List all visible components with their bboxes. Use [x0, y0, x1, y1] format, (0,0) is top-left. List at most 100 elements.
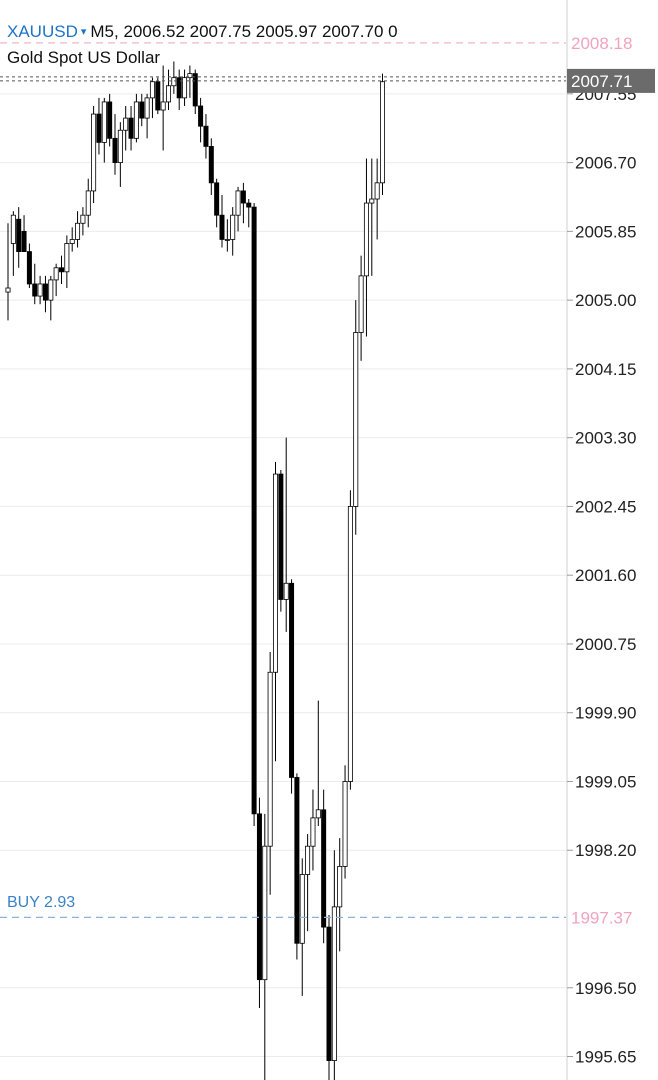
candle-body-bullish — [117, 129, 123, 164]
candle-body-bearish — [128, 117, 134, 139]
candle-body-bearish — [214, 182, 220, 216]
candle — [294, 773, 300, 960]
candle — [208, 138, 214, 195]
candle — [59, 255, 65, 284]
candle-body-bullish — [299, 874, 305, 944]
candle — [96, 97, 102, 155]
candle-body-bearish — [139, 101, 145, 119]
candle — [337, 838, 343, 952]
candle-body-bullish — [187, 73, 193, 79]
price-tick-label: 2006.70 — [575, 154, 636, 173]
candle-body-bullish — [315, 809, 321, 819]
candle — [123, 105, 129, 151]
candle — [133, 93, 139, 143]
candle — [321, 789, 327, 944]
candle-body-bearish — [96, 113, 102, 143]
candle — [107, 93, 113, 147]
candle-body-bullish — [48, 279, 54, 301]
candle-body-bullish — [235, 190, 241, 216]
candle — [112, 114, 118, 175]
price-tick-label: 1999.90 — [575, 704, 636, 723]
candle-body-bullish — [69, 239, 75, 244]
ohlc-readout: M5, 2006.52 2007.75 2005.97 2007.70 0 — [90, 22, 398, 41]
candle-body-bearish — [203, 125, 209, 147]
candle — [358, 255, 364, 361]
candle-body-bullish — [358, 275, 364, 333]
candle-body-bearish — [256, 813, 262, 981]
candle — [342, 765, 348, 879]
candle — [5, 223, 11, 321]
price-axis[interactable]: 2007.552006.702005.852005.002004.152003.… — [567, 85, 636, 1067]
candle-body-bullish — [10, 214, 16, 244]
candle — [246, 199, 252, 228]
candle — [251, 203, 257, 826]
candle — [149, 77, 155, 119]
candle — [91, 105, 97, 204]
candle — [182, 69, 188, 106]
candle — [69, 227, 75, 252]
price-tick-label: 2003.30 — [575, 429, 636, 448]
candle-body-bullish — [369, 198, 375, 204]
candle — [80, 207, 86, 236]
price-tick-label: 1995.65 — [575, 1048, 636, 1067]
price-tick-label: 2004.15 — [575, 360, 636, 379]
candle-body-bullish — [80, 214, 86, 224]
candle — [369, 158, 375, 276]
chevron-down-icon[interactable]: ▾ — [80, 26, 87, 38]
candle-body-bullish — [305, 845, 311, 875]
candle — [16, 207, 22, 268]
candle-body-bearish — [42, 283, 48, 301]
candle-body-bearish — [246, 202, 252, 208]
candle — [278, 470, 284, 612]
candle-body-bullish — [331, 906, 337, 1061]
candle — [48, 275, 54, 321]
candle — [299, 858, 305, 996]
candle-body-bullish — [353, 332, 359, 507]
candle — [214, 178, 220, 228]
candle-body-bullish — [101, 101, 107, 143]
candle-body-bearish — [289, 582, 295, 778]
candle-body-bullish — [182, 77, 188, 99]
candle — [240, 182, 246, 224]
price-lines — [0, 42, 566, 918]
candle — [165, 69, 171, 111]
candle-body-bullish — [310, 817, 316, 847]
candle — [305, 834, 311, 932]
candle — [32, 263, 38, 305]
candle-body-bullish — [337, 866, 343, 908]
buy-order-price-label: 1997.37 — [571, 908, 632, 927]
candle-body-bearish — [155, 81, 161, 111]
candle — [224, 219, 230, 252]
candle-series — [5, 61, 385, 1080]
candle-body-bullish — [64, 243, 70, 273]
candle — [101, 97, 107, 163]
candle — [267, 652, 273, 895]
candle-body-bullish — [91, 113, 97, 192]
candle — [171, 61, 177, 94]
chart-header: XAUUSD ▾ M5, 2006.52 2007.75 2005.97 2007.… — [7, 22, 398, 42]
candle-body-bearish — [16, 218, 22, 252]
candle — [326, 914, 332, 1080]
candle-body-bullish — [85, 190, 91, 216]
candle — [160, 65, 166, 151]
price-tick-label: 2001.60 — [575, 566, 636, 585]
symbol-selector[interactable]: XAUUSD — [7, 22, 78, 41]
candle-body-bullish — [224, 239, 230, 241]
candle — [75, 211, 81, 248]
candle-body-bullish — [144, 97, 150, 119]
buy-order-label[interactable]: BUY 2.93 — [7, 894, 76, 911]
candle-body-bearish — [240, 190, 246, 204]
candle — [42, 275, 48, 313]
candle — [53, 263, 59, 297]
price-tick-label: 2005.00 — [575, 291, 636, 310]
candle — [64, 235, 70, 288]
candle — [21, 215, 27, 252]
candle-body-bearish — [59, 267, 65, 273]
candle-body-bearish — [112, 137, 118, 164]
candle-body-bearish — [294, 777, 300, 944]
candle-body-bullish — [53, 267, 59, 281]
candle-body-bearish — [321, 809, 327, 928]
candle — [272, 461, 278, 762]
candle-body-bearish — [192, 73, 198, 107]
